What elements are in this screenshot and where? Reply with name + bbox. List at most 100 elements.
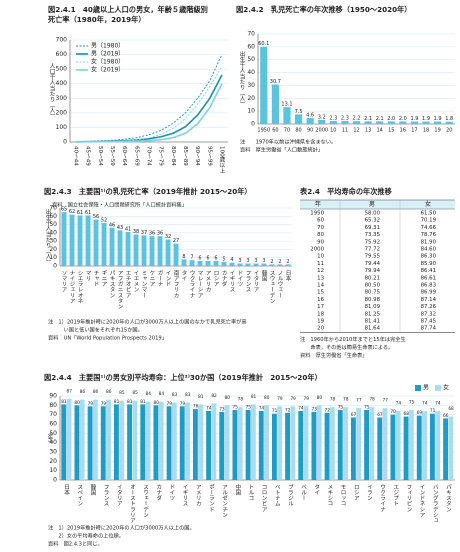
data-label: 85	[119, 390, 125, 396]
note: 注 1960年から2010年までと15年は完全生	[300, 335, 406, 343]
data-label: 80	[264, 395, 270, 401]
bar	[416, 415, 422, 480]
x-tick-label: 80	[295, 128, 301, 134]
table-cell: 11	[317, 261, 324, 267]
bar	[166, 406, 172, 480]
bar	[197, 261, 203, 266]
chart-title: 死亡率（1980年，2019年）	[48, 15, 146, 24]
x-tick-label: 65～69	[133, 146, 139, 166]
x-tick-label: イギリス	[229, 270, 236, 293]
y-tick-label: 30	[247, 82, 255, 89]
data-label: 86	[106, 389, 112, 395]
table-cell: 13	[317, 275, 324, 281]
line	[76, 74, 223, 143]
bar	[434, 121, 442, 124]
bar	[141, 235, 147, 266]
table-header: 女	[425, 200, 431, 208]
data-label: 87	[66, 388, 72, 394]
table-cell: 86.61	[421, 275, 436, 281]
table-header: 男	[369, 201, 375, 208]
bar	[132, 400, 138, 480]
data-label: 30.7	[270, 79, 281, 85]
x-tick-label: 70	[284, 128, 290, 134]
bar	[158, 401, 164, 480]
data-label: 82	[211, 393, 217, 399]
y-tick-label: 30	[49, 238, 57, 245]
table-cell: 60	[317, 218, 324, 224]
bar	[192, 409, 198, 480]
x-tick-label: 日本	[285, 270, 292, 283]
y-tick-label: 20	[49, 246, 57, 253]
x-tick-label: マレーシア	[197, 270, 204, 298]
data-label: 1.8	[445, 116, 453, 122]
data-label: 75	[246, 405, 252, 411]
bar	[277, 264, 283, 266]
bar	[395, 410, 401, 480]
bar	[318, 119, 326, 124]
data-label: 2	[270, 259, 273, 265]
bar	[443, 418, 449, 480]
table-header: 年	[315, 200, 321, 208]
data-label: 78	[330, 397, 336, 403]
x-tick-label: パキスタン	[445, 484, 452, 512]
table-cell: 2000	[310, 247, 324, 253]
x-tick-label: 20	[446, 128, 452, 134]
table-cell: 81.09	[365, 304, 381, 310]
x-tick-label: タイ	[181, 270, 188, 282]
bar	[181, 259, 187, 266]
x-tick-label: 2000	[315, 128, 328, 134]
data-label: 73	[311, 406, 317, 412]
data-label: 74	[259, 405, 265, 411]
x-tick-label: 15	[388, 128, 394, 134]
x-tick-label: ウクライナ	[189, 270, 196, 298]
bar	[250, 404, 256, 480]
x-tick-label: バングラデシュ	[432, 484, 439, 523]
x-tick-label: ポーランド	[208, 484, 215, 512]
bar	[285, 264, 291, 266]
data-label: 8	[182, 254, 185, 260]
bar	[165, 239, 171, 266]
legend-swatch	[415, 385, 421, 391]
x-tick-label: ウクライナ	[379, 484, 386, 512]
x-tick-label: ドイツ	[168, 484, 175, 501]
table-cell: 85.90	[421, 261, 437, 267]
bar	[329, 121, 337, 124]
bar	[387, 121, 395, 124]
bar	[145, 401, 151, 480]
table-cell: 17	[317, 304, 324, 310]
y-tick-label: 70	[49, 411, 57, 418]
note: 注 1）2019年推計時に2020年の人口が3000万人以上の国のなかで乳児死亡…	[48, 318, 247, 326]
bar	[79, 399, 85, 480]
bar	[364, 121, 372, 124]
bar	[189, 260, 195, 266]
x-tick-label: 17	[411, 128, 417, 134]
bar	[173, 243, 179, 266]
data-label: 79	[167, 401, 173, 407]
bar	[303, 406, 309, 480]
y-tick-label: 60	[49, 421, 57, 428]
table-cell: 12	[317, 268, 324, 274]
bar	[290, 406, 296, 480]
data-label: 36	[149, 231, 155, 237]
bar	[422, 410, 427, 480]
x-tick-label: タイ	[313, 484, 320, 496]
data-label: 79	[101, 401, 107, 407]
x-tick-label: イエメン	[133, 270, 140, 293]
data-label: 2.3	[341, 116, 349, 122]
table-cell: 20	[317, 326, 324, 332]
bar	[350, 417, 356, 480]
table-cell: 79.94	[365, 268, 381, 274]
bar	[117, 230, 123, 266]
table-cell: 80.98	[365, 297, 381, 303]
bar	[311, 411, 317, 480]
table-cell: 18	[317, 311, 324, 317]
table-cell: 77.72	[365, 247, 380, 253]
data-label: 81	[198, 394, 204, 400]
data-label: 1.9	[410, 116, 418, 122]
table-cell: 10	[317, 254, 324, 260]
x-tick-label: 1950	[257, 128, 270, 134]
bar	[364, 410, 370, 480]
bar	[448, 416, 454, 480]
data-label: 3	[238, 258, 241, 264]
bar	[157, 236, 163, 266]
